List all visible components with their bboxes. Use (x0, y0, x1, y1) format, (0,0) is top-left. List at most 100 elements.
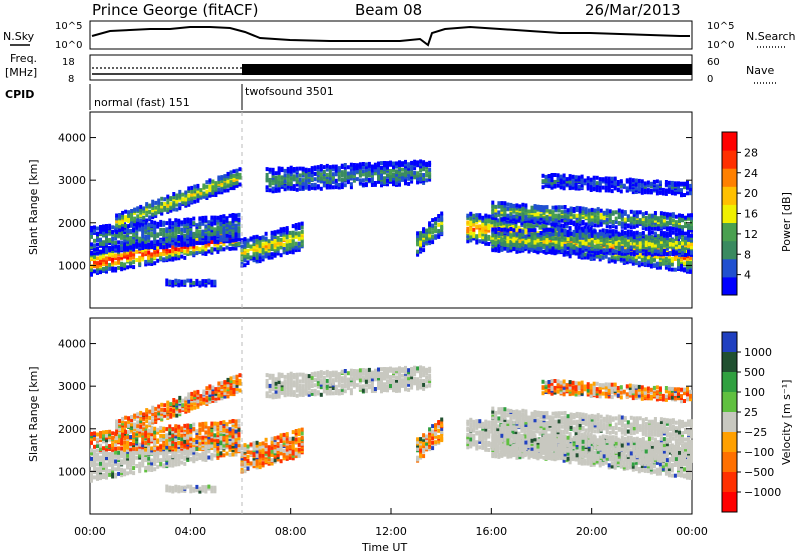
power-cell (684, 241, 687, 246)
velocity-cell (219, 439, 223, 444)
power-cell (334, 178, 338, 183)
power-cell (210, 215, 214, 220)
velocity-cell (162, 443, 166, 448)
power-cell (587, 249, 591, 254)
power-cell (613, 258, 617, 262)
power-cell (551, 212, 555, 217)
power-cell (434, 217, 438, 222)
velocity-cell (201, 453, 205, 458)
power-cell (205, 180, 209, 185)
power-cell (493, 222, 497, 227)
power-cell (234, 237, 238, 242)
power-cell (204, 243, 208, 248)
power-cell (593, 215, 597, 220)
power-cell (602, 216, 606, 221)
power-cell (437, 233, 441, 238)
power-cell (656, 249, 660, 254)
power-cell (410, 177, 414, 181)
power-cell (605, 208, 609, 213)
power-cell (249, 255, 253, 260)
power-cell (129, 251, 133, 256)
power-cell (193, 195, 197, 200)
power-cell (587, 221, 591, 226)
power-cell (667, 180, 671, 185)
power-cell (162, 227, 166, 232)
power-cell (358, 172, 362, 177)
power-cell (169, 196, 173, 201)
velocity-cell (168, 463, 172, 468)
power-cell (589, 252, 593, 257)
power-cell (349, 170, 353, 175)
power-cell (617, 246, 621, 251)
power-cell (664, 180, 668, 184)
velocity-cell (168, 440, 172, 445)
power-cell (539, 236, 543, 241)
power-cell (117, 232, 121, 237)
power-cell (601, 228, 605, 233)
power-cell (542, 228, 546, 233)
power-cell (644, 218, 648, 223)
power-cell (541, 185, 545, 190)
power-cell (487, 214, 491, 219)
power-cell (288, 246, 292, 251)
power-cell (190, 185, 194, 190)
power-cell (157, 198, 161, 203)
velocity-cell (135, 431, 139, 436)
power-cell (407, 181, 411, 186)
power-cell (557, 230, 561, 235)
power-cell (509, 241, 513, 246)
velocity-cell (126, 471, 130, 476)
power-cell (229, 185, 233, 190)
velocity-cells (90, 365, 693, 494)
power-cell (171, 279, 175, 284)
power-cell (512, 242, 516, 247)
power-cell (419, 246, 423, 251)
nsearch-tick-bottom: 10^0 (707, 40, 734, 51)
power-cell (656, 252, 660, 257)
power-cell (547, 221, 551, 226)
velocity-cell (129, 451, 133, 456)
power-cell (162, 257, 166, 262)
power-cell (638, 218, 642, 223)
power-cell (139, 204, 143, 209)
power-cell (210, 279, 214, 284)
power-cell (313, 165, 317, 170)
power-cell (584, 209, 588, 214)
power-cell (186, 224, 190, 228)
power-cell (141, 257, 145, 262)
velocity-cell (111, 447, 115, 452)
velocity-cell (225, 451, 229, 456)
power-cell (204, 279, 208, 284)
power-cell (566, 250, 570, 255)
power-cell (613, 181, 617, 186)
power-cell (270, 246, 274, 251)
power-cell (291, 247, 295, 252)
power-cell (90, 242, 93, 247)
power-cell (196, 183, 200, 188)
power-cell (578, 217, 582, 222)
power-cell (614, 229, 618, 234)
power-cell (583, 178, 587, 183)
power-cell (687, 215, 690, 220)
power-cell (216, 243, 220, 248)
power-cell (135, 225, 139, 230)
power-cell (413, 170, 417, 175)
power-cell (661, 187, 665, 192)
power-cell (297, 222, 301, 227)
power-cell (328, 176, 332, 181)
power-cell (99, 225, 102, 229)
power-cell (506, 202, 510, 207)
power-cell (554, 236, 558, 241)
power-cell (168, 234, 172, 239)
power-cell (536, 212, 540, 217)
power-cell (584, 234, 588, 239)
power-cell (364, 168, 368, 173)
power-cell (595, 188, 599, 193)
power-cell (174, 237, 178, 242)
power-cell (228, 225, 232, 230)
power-cell (121, 227, 125, 232)
power-cell (177, 242, 181, 247)
power-cell (120, 246, 124, 251)
